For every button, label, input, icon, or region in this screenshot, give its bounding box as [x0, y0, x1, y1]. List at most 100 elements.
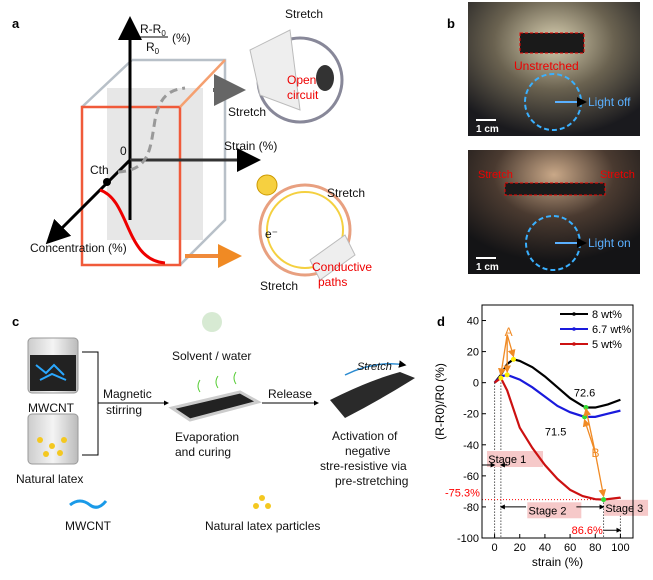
threshold-label: Cth	[90, 163, 109, 177]
panel-a-letter: a	[12, 16, 20, 31]
x-axis-label: strain (%)	[532, 555, 583, 569]
legend-label-0: 8 wt%	[592, 309, 622, 321]
panel-b: b Unstretched Light off 1 cm Stretch Str…	[447, 2, 640, 274]
photo-stretched	[468, 150, 640, 274]
red-curve	[99, 188, 166, 265]
y-tick-label: -20	[463, 409, 479, 421]
stretch-arrow	[344, 360, 407, 376]
film-unstretched	[519, 32, 585, 54]
x-tick-label: 40	[539, 542, 551, 554]
activation-label-1: Activation of	[332, 429, 398, 443]
activation-label-2: negative	[345, 444, 391, 458]
activation-label-3: stre-resistive via	[320, 459, 407, 473]
y-tick-label: -100	[457, 533, 479, 545]
y-tick-label: -60	[463, 471, 479, 483]
y-axis-numerator: R-R0	[140, 22, 166, 38]
latex-beaker	[27, 413, 79, 465]
marker-A	[510, 356, 516, 362]
legend-marker-0	[572, 312, 576, 316]
marker-A	[504, 372, 510, 378]
arrow-A	[506, 334, 516, 358]
value-label-71.5: 71.5	[545, 426, 566, 438]
y-tick-label: -80	[463, 502, 479, 514]
electron-label: e⁻	[265, 227, 278, 241]
bulb-off-icon	[316, 65, 334, 91]
y-tick-label: 0	[473, 378, 479, 390]
magnetic-label-2: stirring	[106, 403, 142, 417]
conductive-film	[309, 234, 356, 281]
panel-d-chart: d Stage 1 Stage 2 Stage 3 -75.3% 86.6% 8 wt% 6…	[433, 304, 649, 569]
x-tick-label: 80	[589, 542, 601, 554]
evaporation-arrows	[197, 371, 237, 393]
dashed-curve	[117, 86, 186, 174]
panel-b-letter: b	[447, 16, 455, 31]
scale-label-2: 1 cm	[476, 262, 499, 273]
concentration-axis-arrow	[45, 158, 132, 245]
legend-marker-1	[572, 327, 576, 331]
cube-back-edges	[81, 58, 227, 266]
y-axis-label: (R-R0)/R0 (%)	[433, 363, 447, 440]
stretch-right-label: Stretch	[600, 169, 635, 181]
panel-c: c MWCNT Natural latex Magnetic stirring …	[12, 312, 415, 533]
marker-B	[601, 497, 607, 503]
y-axis-denominator: R0	[146, 40, 160, 56]
concentration-axis-label: Concentration (%)	[30, 241, 127, 255]
x-tick-label: 60	[564, 542, 576, 554]
vapor-icon	[202, 312, 222, 332]
label-B: B	[591, 446, 599, 460]
bottom-stretch-label-2: Stretch	[260, 279, 298, 293]
film-stretched	[504, 182, 606, 196]
bottom-stretch-label-1: Stretch	[327, 186, 365, 200]
stage3-label: Stage 3	[605, 503, 643, 515]
arrow-B	[583, 407, 596, 453]
arrow-A	[498, 334, 508, 377]
photo-unstretched	[468, 2, 640, 136]
bulb-on-icon	[256, 174, 278, 196]
y-axis-unit: (%)	[172, 31, 191, 45]
prestretched-film	[330, 372, 415, 418]
evaporation-label-2: and curing	[175, 445, 231, 459]
plot-frame	[481, 304, 634, 539]
conductive-loop-outer	[258, 183, 352, 277]
evaporation-label-1: Evaporation	[175, 430, 239, 444]
light-off-label: Light off	[588, 95, 631, 109]
conductive-label-1: Conductive	[312, 260, 372, 274]
latex-particles	[37, 437, 67, 457]
panel-d-letter: d	[437, 314, 445, 329]
open-circuit-label-1: Open	[287, 73, 316, 87]
latex-label: Natural latex	[16, 472, 83, 486]
stage2-label: Stage 2	[529, 505, 567, 517]
panel-c-letter: c	[12, 314, 19, 329]
x-tick-label: 100	[611, 542, 629, 554]
label-A: A	[505, 325, 513, 339]
min-value-label: -75.3%	[445, 488, 480, 500]
y-tick-label: 40	[467, 316, 479, 328]
legend-mwcnt-icon	[69, 499, 108, 509]
stage1-label: Stage 1	[488, 454, 526, 466]
magnetic-label-1: Magnetic	[103, 387, 152, 401]
activation-label-4: pre-stretching	[335, 474, 408, 488]
arrow-B	[582, 418, 596, 453]
x-tick-label: 20	[514, 542, 526, 554]
legend-mwcnt-label: MWCNT	[65, 519, 112, 533]
series-line-2	[493, 376, 621, 501]
legend-label-1: 6.7 wt%	[592, 324, 631, 336]
panel-a: a R-R0 R0 (%) Strain (%) Concentration (…	[12, 7, 372, 293]
marker-B	[582, 414, 588, 420]
min-strain-label: 86.6%	[572, 525, 603, 537]
legend-label-2: 5 wt%	[592, 339, 622, 351]
series-line-0	[493, 358, 621, 409]
mwcnt-label: MWCNT	[28, 401, 75, 415]
cube-edge	[179, 59, 226, 108]
value-label-72.6: 72.6	[574, 388, 595, 400]
top-stretch-label-1: Stretch	[285, 7, 323, 21]
arrow-B	[594, 452, 607, 498]
legend-marker-2	[572, 342, 576, 346]
solvent-label: Solvent / water	[172, 349, 251, 363]
top-stretch-label-2: Stretch	[228, 105, 266, 119]
x-tick-label: 0	[492, 542, 498, 554]
threshold-point	[103, 178, 111, 186]
cast-film	[168, 390, 262, 422]
strain-axis-label: Strain (%)	[224, 139, 277, 153]
